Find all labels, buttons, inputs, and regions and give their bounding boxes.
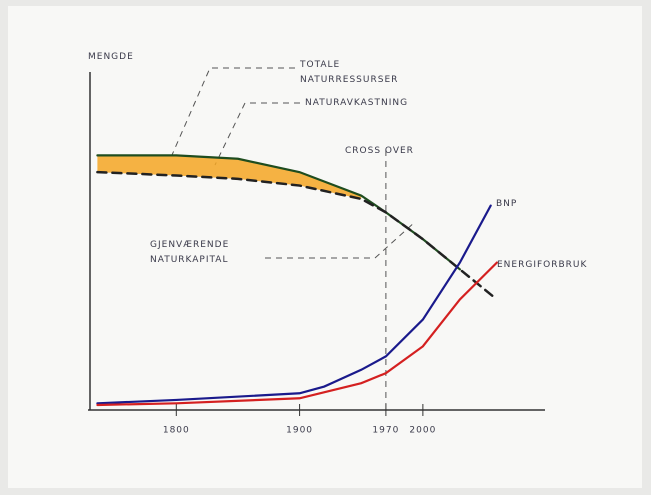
pointer	[265, 221, 416, 259]
series-line	[96, 204, 492, 405]
series-label: GJENVÆRENDE NATURKAPITAL	[150, 240, 230, 265]
annotation: NATURAVKASTNING	[305, 98, 409, 108]
series-label: ENERGIFORBRUK	[497, 260, 588, 270]
series-line	[96, 170, 499, 301]
series-line	[96, 261, 498, 407]
x-tick-label: 1900	[286, 426, 313, 436]
x-tick-label: 1970	[372, 426, 399, 436]
paper	[8, 6, 642, 488]
gap-area	[97, 155, 362, 199]
series-label: BNP	[496, 199, 518, 209]
x-tick-label: 1800	[163, 426, 190, 436]
pointer	[214, 102, 300, 166]
series-label: TOTALE NATURRESSURSER	[300, 60, 399, 85]
annotation: CROSS OVER	[345, 146, 414, 156]
pointer	[171, 67, 295, 156]
y-axis-label: MENGDE	[88, 52, 134, 62]
x-tick-label: 2000	[409, 426, 436, 436]
